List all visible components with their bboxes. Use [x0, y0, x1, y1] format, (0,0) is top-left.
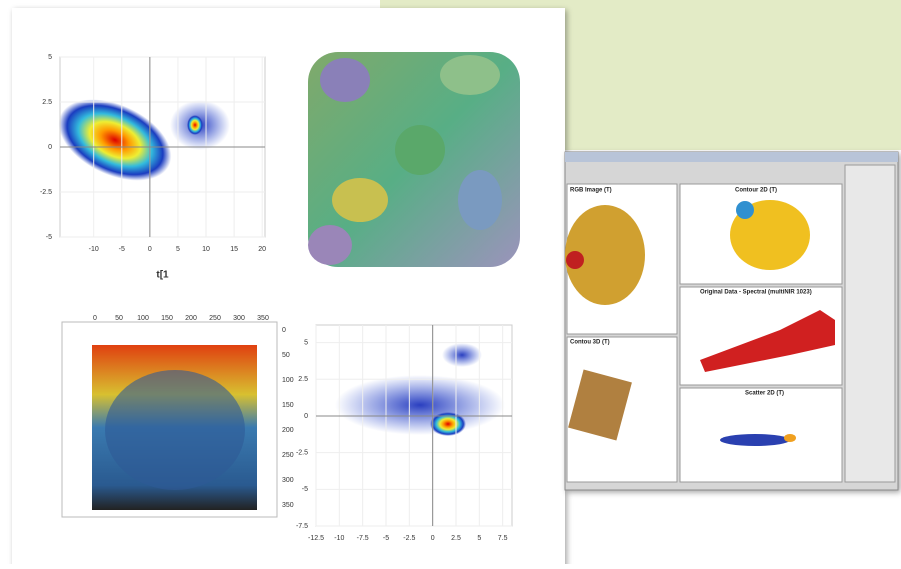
right-tick-label: 350 [282, 502, 294, 509]
volume-3d [62, 322, 277, 517]
x-tick-label: 5 [176, 246, 180, 253]
x-tick-label: 20 [258, 246, 266, 253]
y-tick-label: 2.5 [298, 376, 308, 383]
top-tick-label: 0 [93, 315, 97, 322]
panel-title: Scatter 2D (T) [745, 391, 784, 397]
x-tick-label: -5 [383, 535, 389, 542]
x-tick-label: -7.5 [357, 535, 369, 542]
top-tick-label: 100 [137, 315, 149, 322]
density-blob [187, 115, 203, 135]
top-tick-label: 50 [115, 315, 123, 322]
y-tick-label: 5 [48, 54, 52, 61]
right-tick-label: 200 [282, 427, 294, 434]
x-tick-label: 2.5 [451, 535, 461, 542]
y-tick-label: -2.5 [40, 189, 52, 196]
panel-title: Contou 3D (T) [570, 340, 610, 346]
panel-title: Contour 2D (T) [735, 188, 777, 194]
right-tick-label: 150 [282, 402, 294, 409]
x-axis-label: t[1 [156, 270, 169, 281]
software-window [565, 152, 898, 490]
x-tick-label: 10 [202, 246, 210, 253]
y-tick-label: 5 [304, 339, 308, 346]
density-blob [442, 343, 482, 367]
top-tick-label: 350 [257, 315, 269, 322]
top-tick-label: 250 [209, 315, 221, 322]
x-tick-label: 15 [230, 246, 238, 253]
y-tick-label: -5 [302, 486, 308, 493]
x-tick-label: 0 [431, 535, 435, 542]
x-tick-label: 7.5 [498, 535, 508, 542]
x-tick-label: -5 [119, 246, 125, 253]
panel-title: Original Data - Spectral (multiNIR 1023) [700, 290, 812, 296]
x-tick-label: -10 [89, 246, 99, 253]
y-tick-label: -2.5 [296, 449, 308, 456]
right-tick-label: 300 [282, 477, 294, 484]
right-tick-label: 50 [282, 352, 290, 359]
y-tick-label: 0 [304, 413, 308, 420]
y-tick-label: 2.5 [42, 99, 52, 106]
x-tick-label: 5 [477, 535, 481, 542]
y-tick-label: -5 [46, 234, 52, 241]
x-tick-label: 0 [148, 246, 152, 253]
right-tick-label: 250 [282, 452, 294, 459]
panel-title: RGB Image (T) [570, 188, 612, 194]
screenshot: -10 -5 0 5 10 15 20 -5 -2.5 0 2.5 5 t[1 -12.5 -10 -7.5 -… [0, 0, 901, 564]
right-tick-label: 100 [282, 377, 294, 384]
top-tick-label: 150 [161, 315, 173, 322]
y-tick-label: -7.5 [296, 523, 308, 530]
x-tick-label: -10 [334, 535, 344, 542]
top-tick-label: 200 [185, 315, 197, 322]
x-tick-label: -12.5 [308, 535, 324, 542]
right-tick-label: 0 [282, 327, 286, 334]
top-tick-label: 300 [233, 315, 245, 322]
rgb-image [308, 52, 520, 267]
y-tick-label: 0 [48, 144, 52, 151]
x-tick-label: -2.5 [403, 535, 415, 542]
